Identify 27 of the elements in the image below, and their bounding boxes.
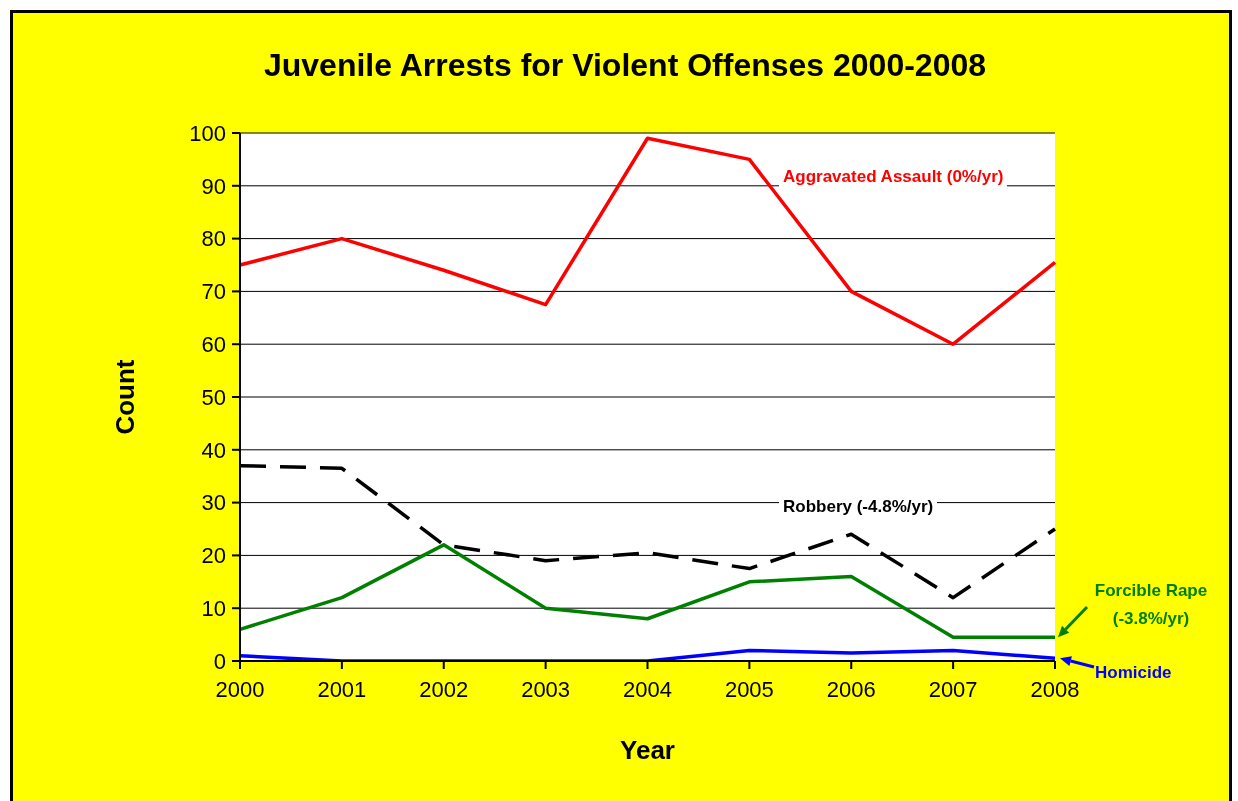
chart-title: Juvenile Arrests for Violent Offenses 2000-2008	[262, 47, 988, 83]
x-tick-label: 2002	[419, 676, 469, 702]
y-tick-label: 30	[201, 490, 226, 516]
x-tick-label: 2004	[623, 676, 672, 702]
y-tick-label: 60	[201, 332, 226, 358]
y-tick-label: 90	[201, 173, 226, 199]
x-tick-label: 2001	[317, 676, 367, 702]
x-tick-label: 2003	[521, 676, 571, 702]
y-tick-label: 100	[189, 120, 226, 146]
x-tick-label: 2006	[826, 676, 876, 702]
y-tick-label: 20	[201, 543, 226, 569]
series-label: Robbery (-4.8%/yr)	[779, 496, 938, 518]
y-tick-label: 80	[201, 226, 226, 252]
series-label: Aggravated Assault (0%/yr)	[779, 166, 1008, 188]
y-tick-label: 50	[201, 384, 226, 410]
x-tick-label: 2005	[724, 676, 774, 702]
x-tick-label: 2000	[215, 676, 265, 702]
text: Forcible Rape (-3.8%/yr)	[1093, 580, 1209, 630]
y-tick-label: 10	[201, 596, 226, 622]
x-tick-label: 2008	[1030, 676, 1080, 702]
x-tick-label: 2007	[928, 676, 978, 702]
y-tick-label: 40	[201, 437, 226, 463]
legend-label: Homicide	[1095, 662, 1172, 684]
y-tick-label: 0	[213, 648, 226, 674]
x-axis-title: Year	[619, 735, 676, 765]
y-axis-title: Count	[109, 359, 141, 435]
y-tick-label: 70	[201, 279, 226, 305]
